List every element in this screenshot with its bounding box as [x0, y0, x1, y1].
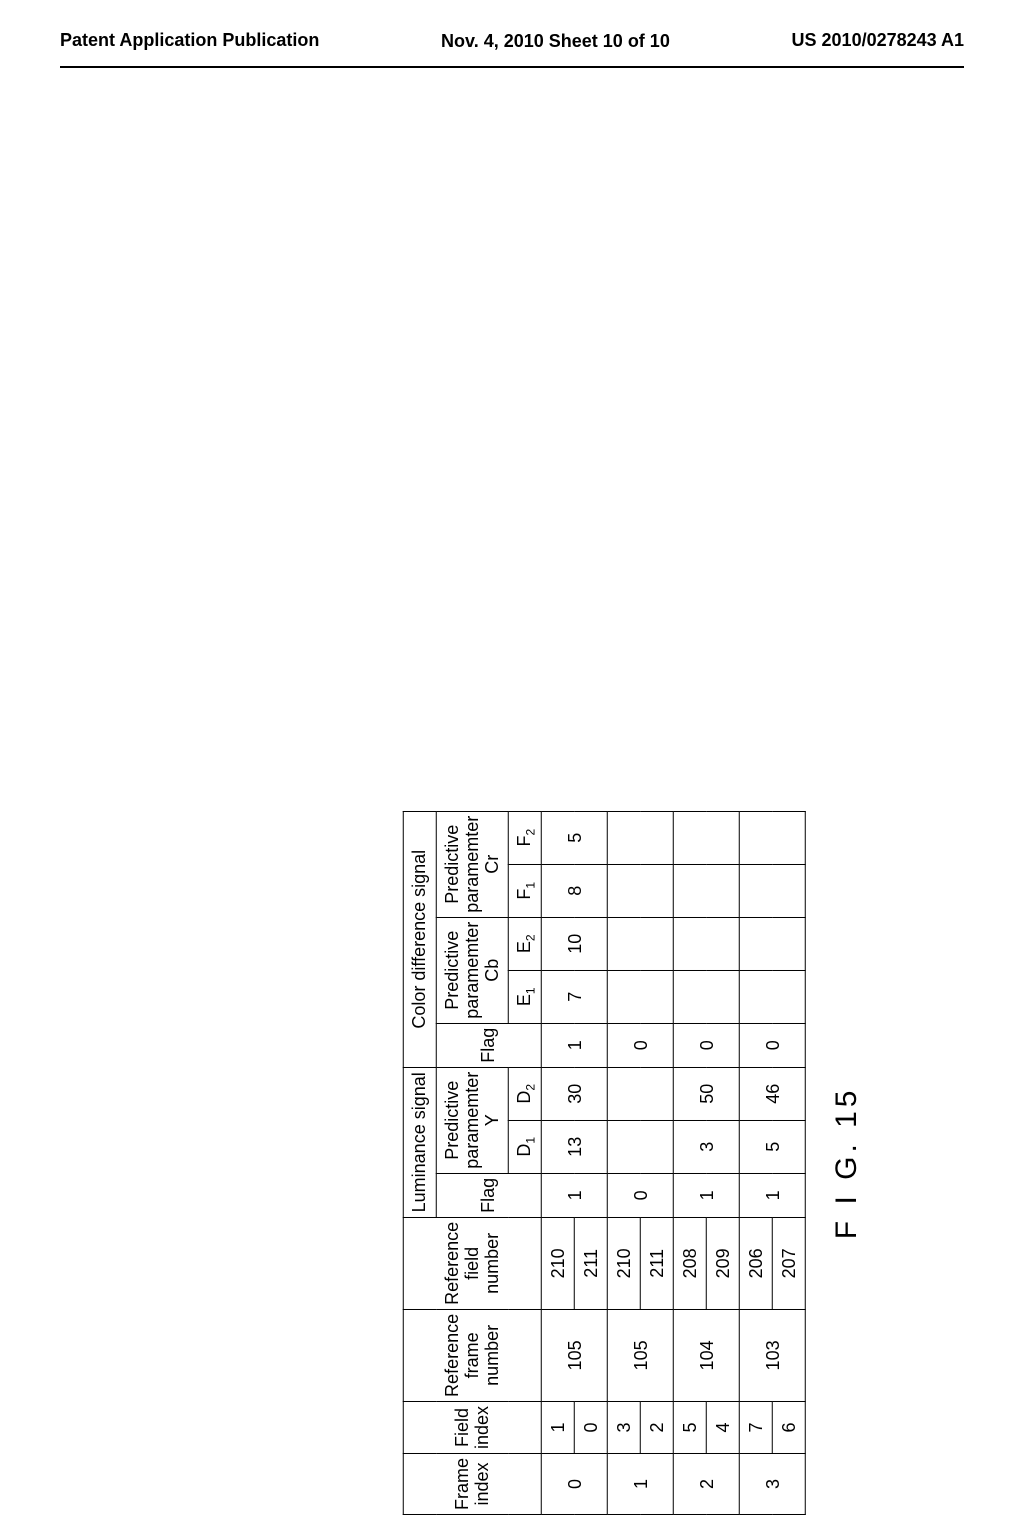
hdr-frame-index: Frame index	[447, 1454, 499, 1514]
cell: 0	[575, 1401, 608, 1453]
cell	[608, 864, 674, 917]
cell: 105	[608, 1309, 674, 1401]
cell: 210	[608, 1217, 641, 1309]
cell: 1	[674, 1173, 740, 1217]
cell: 13	[542, 1120, 608, 1173]
hdr-field-index: Field index	[447, 1402, 499, 1453]
hdr-center: Nov. 4, 2010 Sheet 10 of 10	[441, 31, 670, 51]
cell-frame-0: 0	[542, 1453, 608, 1514]
cell	[608, 970, 674, 1023]
cell: 105	[542, 1309, 608, 1401]
cell: 5	[674, 1401, 707, 1453]
hdr-e2: E2	[509, 917, 542, 970]
cell: 3	[674, 1120, 740, 1173]
cell	[674, 917, 740, 970]
cell: 30	[542, 1067, 608, 1120]
cell: 6	[773, 1401, 806, 1453]
cell-frame-1: 1	[608, 1453, 674, 1514]
cell: 207	[773, 1217, 806, 1309]
cell: 104	[674, 1309, 740, 1401]
cell	[674, 970, 740, 1023]
cell	[674, 864, 740, 917]
cell	[740, 864, 806, 917]
hdr-lum-flag: Flag	[473, 1174, 505, 1217]
hdr-colordiff: Color difference signal	[404, 812, 436, 1067]
cell-frame-2: 2	[674, 1453, 740, 1514]
cell	[674, 811, 740, 864]
cell: 2	[641, 1401, 674, 1453]
hdr-rule	[60, 66, 964, 68]
cell: 4	[707, 1401, 740, 1453]
cell: 50	[674, 1067, 740, 1120]
cell: 7	[740, 1401, 773, 1453]
hdr-pred-cr: Predictive paramemter Cr	[437, 812, 508, 917]
cell: 8	[542, 864, 608, 917]
hdr-f2: F2	[509, 811, 542, 864]
cell: 208	[674, 1217, 707, 1309]
hdr-ref-field: Reference field number	[437, 1218, 508, 1309]
cell: 211	[641, 1217, 674, 1309]
cell	[608, 1120, 674, 1173]
cell: 211	[575, 1217, 608, 1309]
cell: 206	[740, 1217, 773, 1309]
cell: 7	[542, 970, 608, 1023]
cell	[608, 1067, 674, 1120]
hdr-d1: D1	[509, 1120, 542, 1173]
cell: 5	[542, 811, 608, 864]
figure-label: F I G. 15	[830, 811, 864, 1515]
row-3a: 3 7 103 206 1 5 46 0	[740, 811, 773, 1514]
cell: 10	[542, 917, 608, 970]
cell: 1	[542, 1173, 608, 1217]
cell: 1	[542, 1401, 575, 1453]
hdr-d2: D2	[509, 1067, 542, 1120]
cell: 103	[740, 1309, 806, 1401]
figure-rotated-group: Frame index Field index Reference frame …	[403, 811, 864, 1515]
row-2a: 2 5 104 208 1 3 50 0	[674, 811, 707, 1514]
hdr-luminance: Luminance signal	[404, 1068, 436, 1217]
cell	[608, 811, 674, 864]
cell	[740, 811, 806, 864]
hdr-e1: E1	[509, 970, 542, 1023]
hdr-f1: F1	[509, 864, 542, 917]
cell: 0	[740, 1023, 806, 1067]
hdr-ref-frame: Reference frame number	[437, 1310, 508, 1401]
cell: 46	[740, 1067, 806, 1120]
cell	[740, 917, 806, 970]
hdr-left: Patent Application Publication	[60, 30, 319, 51]
row-1a: 1 3 105 210 0 0	[608, 811, 641, 1514]
fig15-table: Frame index Field index Reference frame …	[403, 811, 806, 1515]
hdr-row-1: Frame index Field index Reference frame …	[403, 811, 436, 1514]
cell: 210	[542, 1217, 575, 1309]
cell	[608, 917, 674, 970]
hdr-pred-y: Predictive paramemter Y	[437, 1068, 508, 1173]
cell: 0	[608, 1023, 674, 1067]
cell: 0	[608, 1173, 674, 1217]
row-0a: 0 1 105 210 1 13 30 1 7 10 8 5	[542, 811, 575, 1514]
hdr-col-flag: Flag	[473, 1024, 505, 1067]
cell: 3	[608, 1401, 641, 1453]
cell	[740, 970, 806, 1023]
cell: 1	[542, 1023, 608, 1067]
cell: 0	[674, 1023, 740, 1067]
cell-frame-3: 3	[740, 1453, 806, 1514]
hdr-pred-cb: Predictive paramemter Cb	[437, 918, 508, 1023]
cell: 209	[707, 1217, 740, 1309]
cell: 1	[740, 1173, 806, 1217]
cell: 5	[740, 1120, 806, 1173]
hdr-right: US 2010/0278243 A1	[792, 30, 964, 51]
